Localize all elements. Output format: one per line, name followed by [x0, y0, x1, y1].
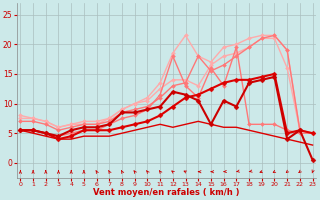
X-axis label: Vent moyen/en rafales ( km/h ): Vent moyen/en rafales ( km/h ): [93, 188, 240, 197]
